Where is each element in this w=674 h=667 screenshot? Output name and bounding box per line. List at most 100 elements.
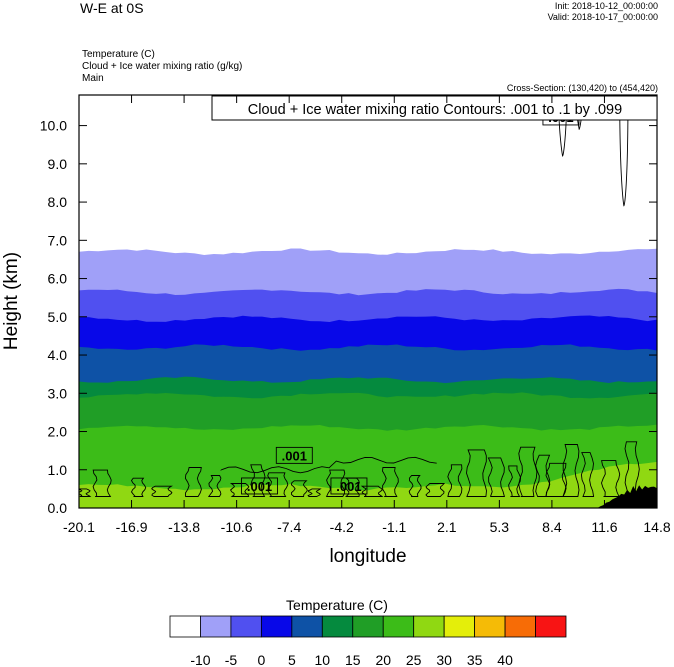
cloud-contour bbox=[229, 483, 250, 497]
colorbar-swatch bbox=[413, 615, 445, 638]
cloud-contour bbox=[290, 480, 308, 497]
colorbar-swatch bbox=[504, 615, 536, 638]
field-label-temperature: Temperature (C) bbox=[82, 49, 155, 60]
x-axis-label: longitude bbox=[329, 546, 406, 567]
colorbar-swatch bbox=[443, 615, 476, 638]
x-tick-label: -7.4 bbox=[277, 519, 301, 535]
y-tick-label: 8.0 bbox=[48, 194, 68, 210]
colorbar-label: 25 bbox=[406, 652, 422, 667]
y-tick-label: 5.0 bbox=[48, 309, 68, 325]
cloud-contour bbox=[518, 446, 538, 497]
cloud-contour bbox=[466, 449, 487, 497]
y-axis-label: Height (km) bbox=[1, 252, 22, 350]
cloud-contour bbox=[250, 464, 266, 497]
valid-time: Valid: 2018-10-17_00:00:00 bbox=[547, 12, 658, 22]
y-tick-label: 9.0 bbox=[48, 156, 68, 172]
x-tick-label: -20.1 bbox=[63, 519, 95, 535]
x-tick-label: 8.4 bbox=[542, 519, 562, 535]
colorbar-label: 0 bbox=[257, 652, 265, 667]
cloud-contour bbox=[79, 488, 92, 497]
cloud-contour bbox=[408, 475, 422, 497]
svg-text:.001: .001 bbox=[247, 479, 272, 494]
x-tick-label: -16.9 bbox=[116, 519, 148, 535]
cloud-contour bbox=[207, 475, 222, 497]
contour-label: .001 bbox=[241, 477, 278, 495]
colorbar: -10 -5 0 5 10 15 20 25 30 35 40 bbox=[169, 615, 567, 667]
x-tick-label: 11.6 bbox=[591, 519, 617, 535]
terrain bbox=[597, 485, 657, 508]
x-tick-label: -13.8 bbox=[168, 519, 200, 535]
y-tick-label: 2.0 bbox=[48, 424, 68, 440]
cloud-contour bbox=[382, 467, 399, 497]
x-tick-label: -10.6 bbox=[221, 519, 253, 535]
cloud-contour bbox=[307, 488, 322, 497]
x-tick-label: 2.1 bbox=[437, 519, 457, 535]
svg-text:.001: .001 bbox=[282, 448, 307, 463]
svg-text:.001: .001 bbox=[336, 479, 361, 494]
colorbar-label: 35 bbox=[467, 652, 483, 667]
colorbar-swatch bbox=[200, 615, 232, 638]
temperature-bands bbox=[79, 248, 657, 508]
cloud-contour bbox=[562, 444, 580, 497]
x-tick-label: -4.2 bbox=[330, 519, 354, 535]
contour-legend-text: Cloud + Ice water mixing ratio Contours:… bbox=[248, 102, 622, 118]
y-tick-label: 7.0 bbox=[48, 232, 68, 248]
colorbar-label: 40 bbox=[497, 652, 513, 667]
colorbar-swatch bbox=[230, 615, 262, 638]
colorbar-swatch bbox=[321, 615, 354, 638]
cloud-contour bbox=[92, 469, 112, 497]
cloud-contour bbox=[508, 465, 522, 497]
plot-frame bbox=[78, 94, 658, 509]
cloud-contour bbox=[184, 467, 202, 497]
y-tick-label: 3.0 bbox=[48, 385, 68, 401]
contour-label: .001 bbox=[330, 477, 368, 495]
x-axis-ticks: -20.1 -16.9 -13.8 -10.6 -7.4 -4.2 -1.1 2.1 5.3 8.… bbox=[63, 95, 671, 535]
colorbar-swatch bbox=[382, 615, 415, 638]
colorbar-swatch bbox=[474, 615, 506, 638]
colorbar-label: 15 bbox=[345, 652, 361, 667]
colorbar-title: Temperature (C) bbox=[286, 597, 388, 613]
cloud-contour bbox=[325, 469, 346, 497]
x-tick-label: -1.1 bbox=[382, 519, 406, 535]
colorbar-swatch bbox=[535, 615, 567, 638]
field-label-cloud: Cloud + Ice water mixing ratio (g/kg) bbox=[82, 61, 243, 72]
y-tick-label: 6.0 bbox=[48, 271, 68, 287]
cloud-contour bbox=[130, 477, 147, 497]
cloud-contour bbox=[619, 95, 629, 207]
plot-title: W-E at 0S bbox=[80, 0, 144, 16]
y-tick-label: 10.0 bbox=[40, 118, 67, 134]
colorbar-label: 20 bbox=[375, 652, 391, 667]
field-label-main: Main bbox=[82, 73, 104, 84]
x-tick-label: 14.8 bbox=[643, 519, 670, 535]
colorbar-label: -5 bbox=[225, 652, 238, 667]
colorbar-swatch bbox=[169, 615, 201, 638]
terrain-shape bbox=[597, 485, 657, 508]
y-tick-label: 4.0 bbox=[48, 347, 68, 363]
cloud-contour bbox=[580, 452, 595, 497]
y-tick-label: 0.0 bbox=[48, 500, 68, 516]
cloud-contour bbox=[487, 457, 505, 497]
cloud-contour bbox=[558, 95, 568, 157]
cloud-contour bbox=[447, 464, 463, 497]
contour-label: .001 bbox=[275, 446, 313, 464]
init-time: Init: 2018-10-12_00:00:00 bbox=[554, 1, 658, 11]
cloud-contour bbox=[267, 472, 289, 497]
cloud-contour bbox=[601, 460, 621, 497]
cloud-contour bbox=[624, 441, 640, 497]
colorbar-swatch bbox=[291, 615, 323, 638]
colorbar-swatch bbox=[352, 615, 384, 638]
cloud-contour bbox=[151, 485, 173, 497]
x-tick-label: 5.3 bbox=[490, 519, 510, 535]
colorbar-swatch bbox=[260, 615, 293, 638]
colorbar-label: 10 bbox=[315, 652, 331, 667]
cloud-contour bbox=[220, 456, 437, 474]
y-tick-label: 1.0 bbox=[48, 462, 68, 478]
contour-legend: Cloud + Ice water mixing ratio Contours:… bbox=[211, 95, 658, 121]
colorbar-label: 5 bbox=[288, 652, 296, 667]
cloud-contour bbox=[425, 483, 446, 497]
y-axis-ticks: 0.0 1.0 2.0 3.0 4.0 5.0 6.0 7.0 8.0 9.0 10.0 bbox=[40, 118, 657, 516]
colorbar-label: -10 bbox=[190, 652, 210, 667]
cross-section-label: Cross-Section: (130,420) to (454,420) bbox=[506, 83, 658, 93]
colorbar-label: 30 bbox=[436, 652, 452, 667]
